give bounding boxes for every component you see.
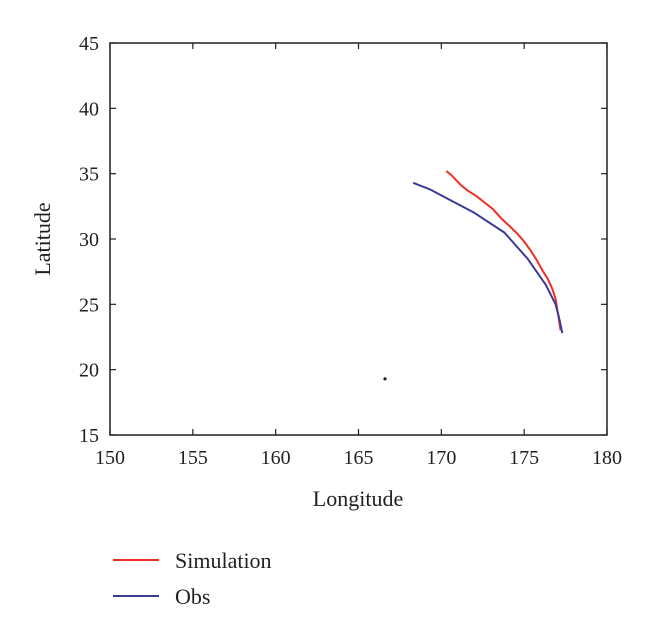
y-tick-label: 30	[79, 229, 99, 251]
x-axis-title: Longitude	[313, 486, 403, 511]
y-tick-label: 45	[79, 33, 99, 55]
x-axis-ticks: 150 155 160 165 170 175 180	[95, 43, 622, 469]
legend-label-obs: Obs	[175, 584, 210, 609]
isolated-point	[383, 377, 387, 381]
x-tick-label: 150	[95, 447, 125, 469]
y-tick-label: 20	[79, 360, 99, 382]
x-tick-label: 160	[261, 447, 291, 469]
x-tick-label: 180	[592, 447, 622, 469]
x-tick-label: 170	[426, 447, 456, 469]
plot-frame	[109, 42, 608, 436]
series-line-simulation	[445, 170, 562, 331]
y-axis-title: Latitude	[30, 202, 55, 275]
legend-label-simulation: Simulation	[175, 548, 272, 573]
y-tick-label: 15	[79, 425, 99, 447]
y-axis-ticks: 15 20 25 30 35 40 45	[79, 33, 607, 447]
legend: Simulation Obs	[113, 548, 272, 609]
x-tick-label: 175	[509, 447, 539, 469]
y-tick-label: 25	[79, 294, 99, 316]
x-tick-label: 155	[178, 447, 208, 469]
series-layer	[383, 170, 564, 381]
series-line-obs	[412, 181, 564, 334]
y-tick-label: 40	[79, 98, 99, 120]
y-tick-label: 35	[79, 164, 99, 186]
x-tick-label: 165	[344, 447, 374, 469]
